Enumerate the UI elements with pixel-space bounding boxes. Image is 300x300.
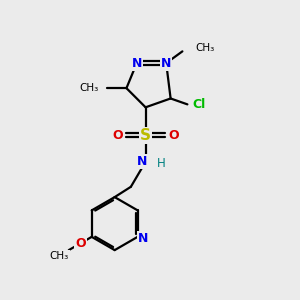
Text: N: N [138, 232, 148, 245]
Text: CH₃: CH₃ [79, 83, 98, 93]
Text: N: N [161, 57, 171, 70]
Text: O: O [75, 237, 86, 250]
Text: H: H [157, 157, 165, 170]
Text: CH₃: CH₃ [196, 44, 215, 53]
Text: O: O [112, 129, 123, 142]
Text: O: O [168, 129, 179, 142]
Text: N: N [137, 155, 147, 168]
Text: N: N [132, 57, 142, 70]
Text: Cl: Cl [192, 98, 205, 111]
Text: S: S [140, 128, 151, 143]
Text: CH₃: CH₃ [50, 251, 69, 261]
